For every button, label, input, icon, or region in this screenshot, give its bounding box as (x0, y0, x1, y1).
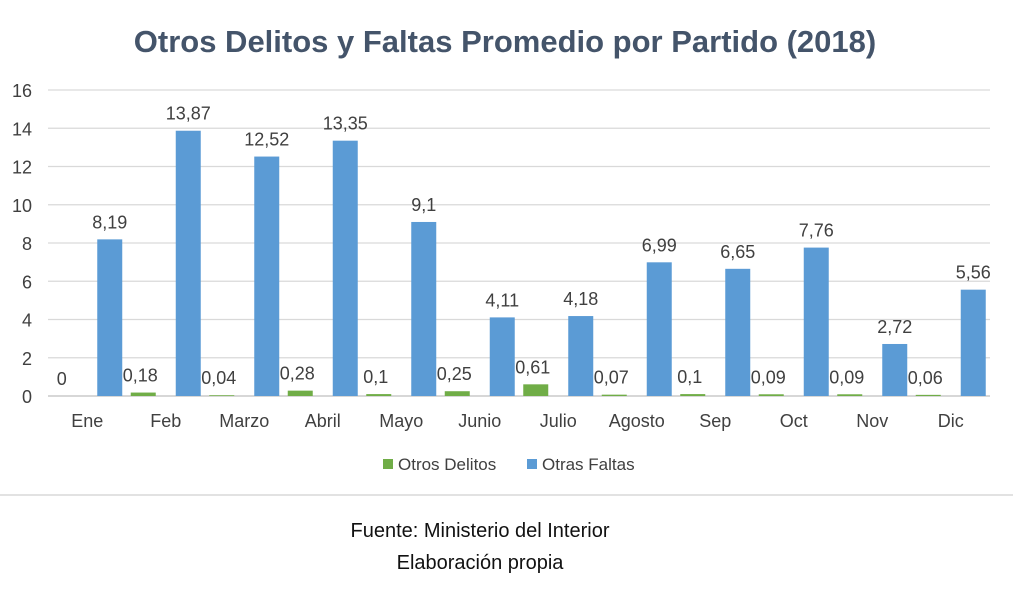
data-label-otras-faltas: 6,65 (720, 242, 755, 262)
y-axis: 0 2 4 6 8 10 12 14 16 (12, 81, 32, 407)
bar-otros-delitos (130, 392, 156, 396)
data-label-otros-delitos: 0,1 (677, 367, 702, 387)
bar-otros-delitos (366, 394, 392, 396)
data-label-otras-faltas: 4,18 (563, 289, 598, 309)
data-label-otros-delitos: 0,28 (280, 364, 315, 384)
x-tick-label: Marzo (219, 411, 269, 431)
x-tick-label: Abril (305, 411, 341, 431)
grid (48, 89, 990, 397)
x-tick-label: Dic (938, 411, 964, 431)
bar-otros-delitos (601, 394, 627, 396)
bars: 0 8,19 0,18 13,87 0,04 12,52 0,28 13,35 0,1 9,1 0,… (57, 104, 991, 396)
data-label-otras-faltas: 8,19 (92, 212, 127, 232)
bar-otros-delitos (758, 394, 784, 396)
bar-otras-faltas (332, 140, 358, 396)
legend: Otros Delitos Otras Faltas (383, 455, 635, 474)
bar-otras-faltas (646, 262, 672, 396)
data-label-otras-faltas: 9,1 (411, 195, 436, 215)
bar-otras-faltas (411, 221, 437, 396)
bar-otras-faltas (254, 156, 280, 396)
y-tick-label: 14 (12, 119, 32, 139)
legend-swatch (383, 459, 393, 469)
data-label-otras-faltas: 13,87 (166, 104, 211, 124)
bar-otros-delitos (209, 395, 235, 396)
legend-swatch (527, 459, 537, 469)
bar-otras-faltas (882, 343, 908, 396)
bar-otros-delitos (680, 394, 706, 396)
x-tick-label: Ene (71, 411, 103, 431)
data-label-otros-delitos: 0,07 (594, 368, 629, 388)
data-label-otras-faltas: 7,76 (799, 221, 834, 241)
x-tick-label: Junio (458, 411, 501, 431)
chart-title: Otros Delitos y Faltas Promedio por Part… (134, 24, 876, 59)
x-tick-label: Nov (856, 411, 888, 431)
x-axis: Ene Feb Marzo Abril Mayo Junio Julio Agosto Sep O… (71, 411, 964, 431)
data-label-otros-delitos: 0,04 (201, 368, 236, 388)
data-label-otros-delitos: 0 (57, 369, 67, 389)
data-label-otros-delitos: 0,61 (515, 357, 550, 377)
y-tick-label: 0 (22, 387, 32, 407)
x-tick-label: Mayo (379, 411, 423, 431)
data-label-otros-delitos: 0,1 (363, 367, 388, 387)
chart: Otros Delitos y Faltas Promedio por Part… (0, 24, 1013, 496)
bar-otros-delitos (915, 394, 941, 396)
x-tick-label: Feb (150, 411, 181, 431)
bar-otras-faltas (803, 247, 829, 396)
bar-otros-delitos (523, 384, 549, 396)
data-label-otras-faltas: 2,72 (877, 317, 912, 337)
data-label-otros-delitos: 0,25 (437, 364, 472, 384)
data-label-otras-faltas: 4,11 (485, 290, 519, 310)
y-tick-label: 10 (12, 196, 32, 216)
bar-otras-faltas (568, 316, 594, 396)
x-tick-label: Julio (540, 411, 577, 431)
data-label-otros-delitos: 0,09 (751, 367, 786, 387)
y-tick-label: 6 (22, 272, 32, 292)
data-label-otros-delitos: 0,09 (829, 367, 864, 387)
x-tick-label: Sep (699, 411, 731, 431)
y-tick-label: 4 (22, 311, 32, 331)
bar-otros-delitos (837, 394, 863, 396)
x-tick-label: Oct (780, 411, 808, 431)
source-line: Fuente: Ministerio del Interior (350, 520, 610, 542)
data-label-otros-delitos: 0,18 (123, 366, 158, 386)
bar-otras-faltas (175, 130, 201, 396)
data-label-otras-faltas: 5,56 (956, 263, 991, 283)
bar-otros-delitos (287, 390, 313, 396)
legend-label: Otros Delitos (398, 455, 496, 474)
data-label-otros-delitos: 0,06 (908, 368, 943, 388)
y-tick-label: 2 (22, 349, 32, 369)
x-tick-label: Agosto (609, 411, 665, 431)
y-tick-label: 12 (12, 158, 32, 178)
bar-otras-faltas (960, 289, 986, 396)
data-label-otras-faltas: 13,35 (323, 114, 368, 134)
legend-label: Otras Faltas (542, 455, 635, 474)
data-label-otras-faltas: 6,99 (642, 235, 677, 255)
bar-otras-faltas (97, 239, 123, 396)
credit-line: Elaboración propia (396, 552, 564, 574)
y-tick-label: 8 (22, 234, 32, 254)
bar-otros-delitos (444, 391, 470, 396)
data-label-otras-faltas: 12,52 (244, 130, 289, 150)
y-tick-label: 16 (12, 81, 32, 101)
bar-otras-faltas (725, 268, 751, 396)
bar-otras-faltas (489, 317, 515, 396)
